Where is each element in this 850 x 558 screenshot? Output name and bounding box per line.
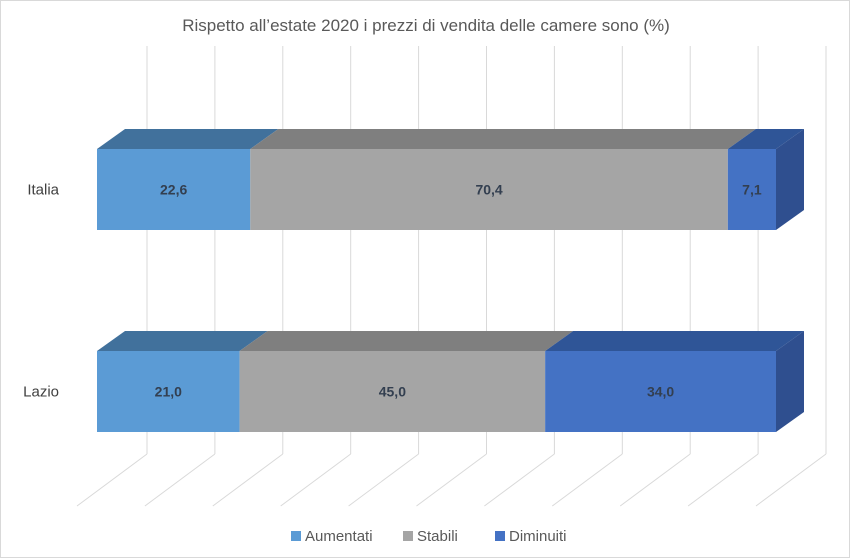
bar-stabili — [250, 149, 728, 230]
chart-title: Rispetto all’estate 2020 i prezzi di ven… — [182, 16, 670, 35]
data-label: 21,0 — [155, 384, 182, 400]
gridline-floor — [687, 453, 759, 507]
bar-top-aumentati — [97, 129, 279, 149]
bar-aumentati — [97, 149, 251, 230]
legend-swatch — [403, 531, 413, 541]
data-label: 70,4 — [475, 182, 502, 198]
bar-diminuiti — [727, 149, 776, 230]
gridline-floor — [348, 453, 419, 507]
gridline-floor — [144, 453, 216, 507]
data-label: 7,1 — [742, 182, 762, 198]
bars: Italia 22,6 70,4 7,1 Lazio 21,0 45,0 34,0 — [23, 129, 804, 432]
gridline-floor — [755, 453, 827, 507]
category-label: Italia — [27, 182, 59, 199]
bar-side — [776, 331, 804, 432]
bar-top-aumentati — [97, 331, 268, 351]
gridline-floor — [212, 453, 284, 507]
bar-aumentati — [97, 351, 240, 432]
legend: Aumentati Stabili Diminuiti — [291, 528, 567, 545]
legend-swatch — [291, 531, 301, 541]
bar-top-stabili — [239, 331, 574, 351]
gridline-floor — [619, 453, 691, 507]
bar-diminuiti — [545, 351, 776, 432]
data-label: 22,6 — [160, 182, 187, 198]
gridline-floor — [484, 453, 555, 507]
bar-side — [776, 129, 804, 230]
bar-stabili — [239, 351, 546, 432]
gridline-floor — [280, 453, 351, 507]
data-label: 34,0 — [647, 384, 674, 400]
legend-label: Stabili — [417, 528, 458, 545]
bar-top-diminuiti — [545, 331, 804, 351]
gridline-floor — [552, 453, 623, 507]
bar-top-diminuiti — [727, 129, 804, 149]
legend-label: Aumentati — [305, 528, 373, 545]
legend-swatch — [495, 531, 505, 541]
gridline-floor — [416, 453, 487, 507]
legend-label: Diminuiti — [509, 528, 567, 545]
gridline-floor — [76, 453, 148, 507]
bar-top-stabili — [250, 129, 756, 149]
category-label: Lazio — [23, 384, 59, 401]
data-label: 45,0 — [379, 384, 406, 400]
gridlines — [76, 46, 827, 507]
